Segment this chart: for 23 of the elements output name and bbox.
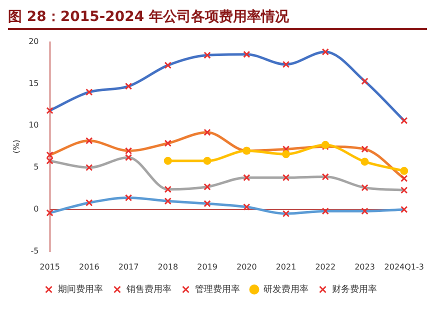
x-tick-label: 2023 (354, 262, 375, 272)
x-tick-label: 2021 (276, 262, 296, 272)
x-tick-label: 2020 (236, 262, 257, 272)
x-tick-label: 2022 (315, 262, 336, 272)
y-tick-label: 15 (28, 78, 39, 88)
y-tick-label: 10 (28, 120, 39, 130)
legend-label: 研发费用率 (263, 284, 308, 295)
y-tick-label: 0 (34, 204, 39, 214)
x-tick-label: 2024Q1-3 (384, 262, 424, 272)
x-tick-label: 2015 (40, 262, 60, 272)
chart-title: 图 28：2015-2024 年公司各项费用率情况 (8, 8, 427, 30)
legend-label: 销售费用率 (125, 284, 172, 295)
legend-label: 管理费用率 (194, 284, 240, 295)
y-tick-label: -5 (30, 246, 39, 256)
x-tick-label: 2016 (78, 262, 100, 272)
x-tick-label: 2018 (158, 262, 178, 272)
x-tick-label: 2019 (197, 262, 218, 272)
y-axis-title: (%) (12, 140, 21, 154)
legend-label: 财务费用率 (332, 284, 377, 295)
y-tick-label: 5 (34, 162, 39, 172)
x-tick-label: 2017 (118, 262, 139, 272)
y-tick-label: 20 (28, 36, 39, 46)
legend-label: 期间费用率 (58, 284, 103, 295)
